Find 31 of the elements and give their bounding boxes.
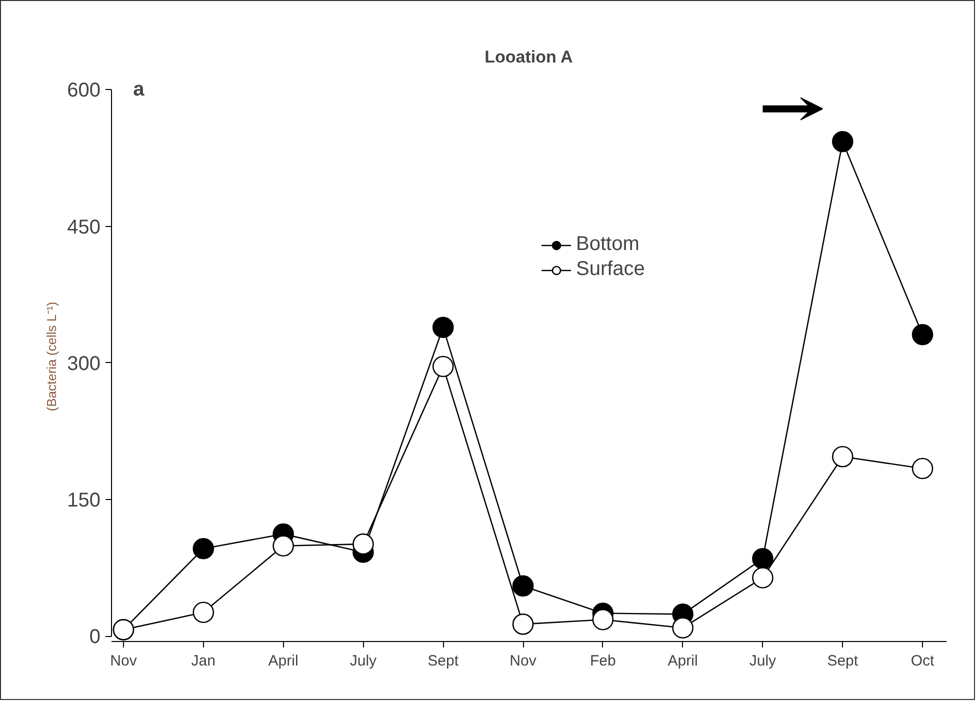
- x-tick-label: July: [749, 652, 777, 670]
- point: [192, 538, 214, 560]
- point: [912, 324, 934, 346]
- y-tick-label: 450: [67, 216, 101, 238]
- point: [832, 130, 854, 152]
- x-tick-label: Sept: [428, 652, 460, 670]
- y-tick-label: 0: [89, 626, 100, 648]
- y-tick-label: 300: [67, 352, 101, 375]
- annotation: a: [133, 78, 146, 101]
- point: [432, 316, 454, 338]
- point: [512, 575, 534, 597]
- y-tick-label: 150: [67, 489, 101, 512]
- point: [352, 533, 374, 555]
- x-tick-label: Oct: [910, 652, 936, 670]
- chart-title: Looation A: [484, 48, 573, 66]
- legend-label: Bottom: [576, 233, 640, 256]
- legend-label: Surface: [576, 258, 645, 281]
- x-tick-label: Sept: [827, 652, 859, 670]
- x-tick-label: Feb: [590, 652, 616, 670]
- x-tick-label: April: [268, 652, 298, 670]
- point: [272, 535, 294, 557]
- x-tick-label: April: [668, 652, 698, 670]
- point: [752, 548, 774, 570]
- point: [592, 609, 614, 630]
- x-tick-label: Jan: [191, 652, 216, 670]
- y-axis-title: (Bacteria (cells L⁻¹): [44, 302, 60, 412]
- x-tick-label: Nov: [510, 652, 537, 670]
- y-tick-label: 600: [67, 80, 101, 102]
- x-tick-label: Nov: [110, 652, 138, 670]
- x-tick-label: July: [350, 652, 378, 670]
- point: [672, 617, 694, 638]
